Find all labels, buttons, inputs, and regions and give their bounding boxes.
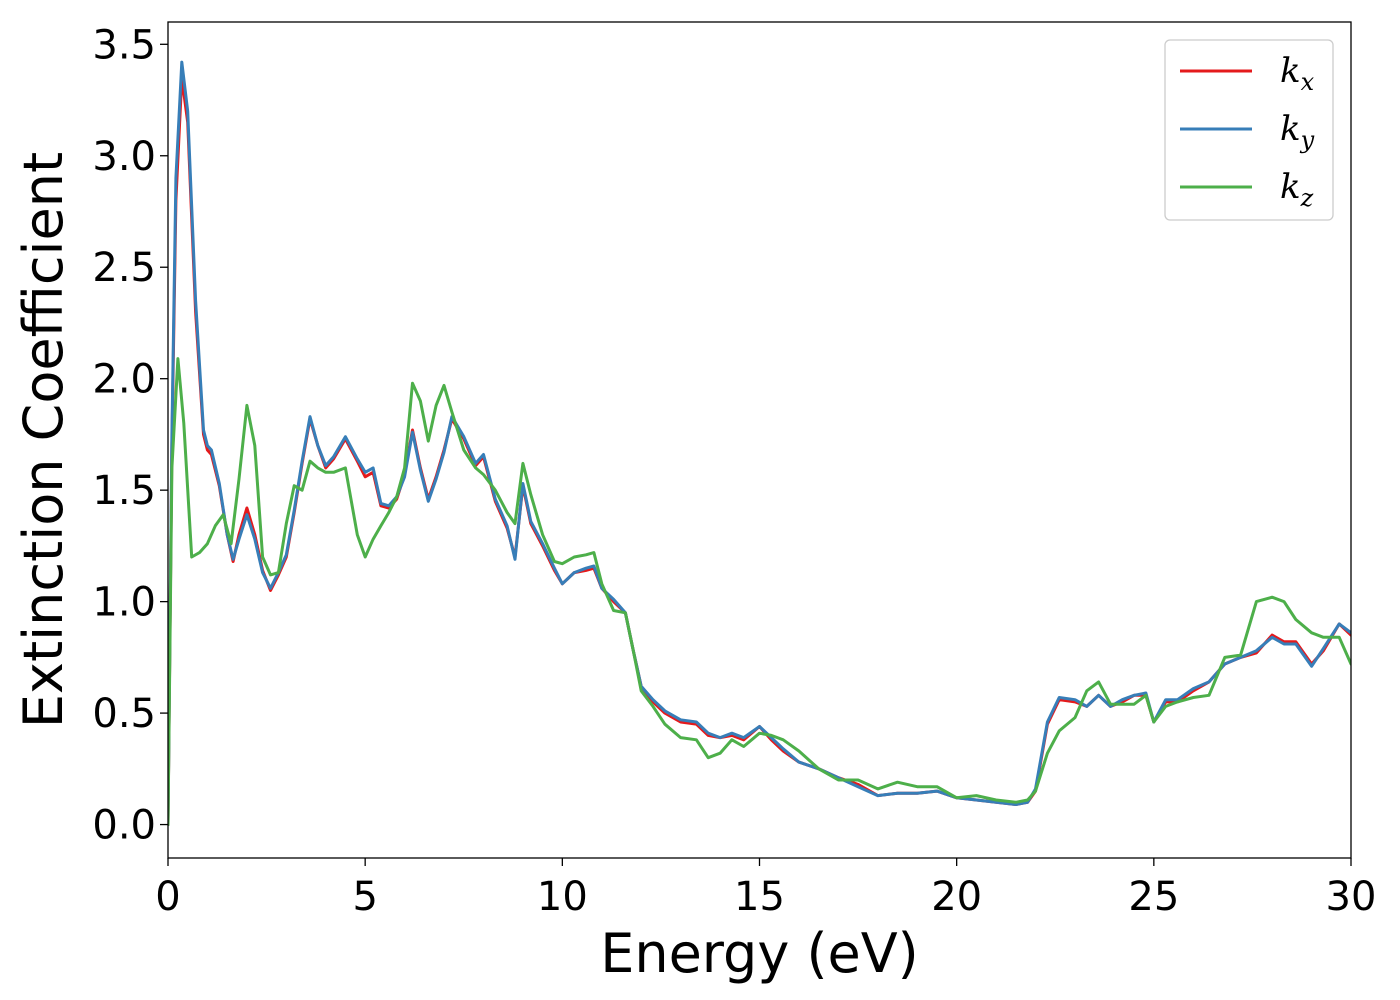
y-tick-label: 1.5 — [92, 468, 156, 514]
x-tick-label: 20 — [931, 874, 982, 920]
legend-label-ky: ky — [1280, 109, 1315, 154]
legend-label-kz: kz — [1280, 167, 1314, 212]
y-tick-label: 0.0 — [92, 803, 156, 849]
legend: kx ky kz — [1164, 39, 1334, 221]
y-tick-label: 0.5 — [92, 691, 156, 737]
y-tick-label: 2.5 — [92, 245, 156, 291]
x-tick-label: 25 — [1128, 874, 1179, 920]
series-line-kz — [168, 357, 1351, 827]
x-tick-label: 5 — [352, 874, 377, 920]
y-tick-label: 1.0 — [92, 580, 156, 626]
series-group — [168, 60, 1351, 827]
x-axis-label: Energy (eV) — [600, 922, 919, 985]
y-tick-label: 3.5 — [92, 22, 156, 68]
legend-label-kx: kx — [1280, 51, 1315, 96]
y-axis: 0.0 0.5 1.0 1.5 2.0 2.5 3.0 3.5 — [92, 22, 168, 849]
y-axis-label: Extinction Coefficient — [12, 152, 75, 728]
y-tick-label: 2.0 — [92, 357, 156, 403]
y-tick-label: 3.0 — [92, 134, 156, 180]
x-tick-label: 15 — [734, 874, 785, 920]
x-tick-label: 30 — [1326, 874, 1377, 920]
x-axis: 0 5 10 15 20 25 30 — [155, 858, 1376, 920]
x-tick-label: 0 — [155, 874, 180, 920]
x-tick-label: 10 — [537, 874, 588, 920]
